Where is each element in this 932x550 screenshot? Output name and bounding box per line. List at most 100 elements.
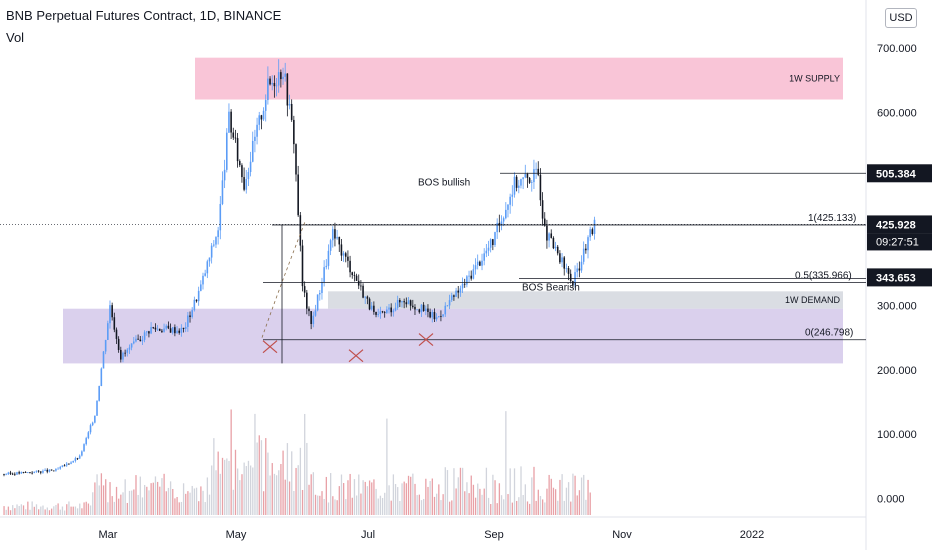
volume-bar: [330, 473, 332, 515]
volume-bar: [407, 475, 410, 515]
candle-body: [141, 339, 144, 342]
candle-body: [293, 119, 295, 145]
volume-bar: [27, 501, 29, 515]
candle-body: [318, 293, 321, 295]
candle-body: [373, 305, 375, 312]
volume-bar: [431, 478, 433, 515]
candle-body: [204, 273, 206, 276]
countdown-tag-bg: [867, 233, 932, 251]
volume-bar: [5, 509, 7, 515]
x-tick-label: 2022: [740, 529, 764, 541]
candle-body: [284, 73, 286, 77]
volume-bar: [490, 504, 492, 515]
volume-bar: [293, 490, 295, 515]
volume-bar: [163, 473, 165, 515]
candle-body: [180, 327, 183, 333]
candle-body: [236, 138, 239, 162]
candle-body: [414, 306, 416, 310]
volume-bar: [94, 482, 96, 515]
volume-bar: [472, 484, 475, 515]
volume-bar: [299, 447, 302, 515]
volume-bar: [565, 487, 568, 515]
high-break-price-tag: 505.384: [876, 168, 917, 180]
volume-bar: [509, 468, 511, 515]
volume-bar: [327, 502, 330, 515]
candle-body: [461, 283, 464, 289]
candle-body: [496, 222, 498, 233]
candle-body: [22, 472, 25, 473]
volume-bar: [414, 483, 416, 515]
candle-body: [230, 111, 232, 133]
x-mark-icon: [262, 340, 278, 354]
candle-body: [193, 299, 196, 311]
volume-bar: [526, 501, 529, 515]
candle-body: [450, 295, 453, 301]
volume-bar: [232, 489, 234, 515]
volume-bar: [429, 481, 431, 515]
candle-body: [535, 168, 537, 170]
candle-body: [87, 432, 90, 439]
candle-body: [455, 290, 457, 297]
candle-body: [5, 474, 7, 476]
volume-bar: [76, 508, 79, 515]
candle-body: [137, 338, 139, 340]
candle-body: [591, 229, 594, 234]
candle-body: [31, 472, 33, 474]
volume-bar: [388, 485, 390, 515]
volume-bar: [189, 492, 191, 515]
volume-bar: [120, 494, 122, 515]
volume-bar: [334, 499, 336, 515]
candle-body: [569, 273, 572, 282]
volume-bar: [291, 451, 293, 515]
y-tick-label: 0.000: [877, 494, 905, 506]
candle-body: [453, 295, 455, 297]
candle-body: [156, 328, 159, 330]
volume-bar: [14, 508, 16, 515]
candle-body: [440, 316, 442, 317]
candle-body: [543, 218, 546, 226]
volume-bar: [269, 475, 271, 515]
candle-body: [360, 285, 362, 287]
candle-body: [124, 352, 126, 354]
candle-body: [394, 307, 397, 311]
volume-bar: [143, 484, 146, 515]
candle-body: [167, 325, 170, 329]
volume-bar: [265, 438, 267, 515]
volume-bar: [498, 483, 501, 515]
volume-bar: [459, 467, 462, 515]
volume-bar: [271, 463, 273, 515]
candle-body: [336, 236, 338, 239]
candle-body: [120, 349, 122, 360]
candle-body: [342, 253, 345, 256]
volume-bar: [178, 502, 180, 515]
candle-body: [221, 180, 224, 204]
volume-bar: [301, 489, 304, 515]
volume-bar: [418, 494, 420, 515]
candle-body: [275, 85, 278, 87]
candle-body: [312, 315, 315, 325]
volume-bar: [44, 509, 46, 515]
candle-body: [258, 115, 261, 125]
volume-bar: [150, 483, 152, 515]
candle-body: [55, 469, 57, 471]
candle-body: [492, 239, 494, 246]
candle-body: [541, 200, 544, 219]
volume-bar: [89, 505, 92, 515]
candle-body: [11, 473, 14, 475]
volume-bar: [161, 478, 163, 515]
volume-bar: [267, 452, 269, 515]
volume-bar: [29, 509, 31, 515]
volume-bar: [405, 483, 408, 515]
volume-bar: [165, 491, 167, 515]
volume-bar: [340, 474, 343, 515]
candle-body: [48, 469, 51, 472]
candle-body: [76, 458, 79, 460]
volume-bar: [319, 495, 321, 515]
x-tick-label: Sep: [484, 529, 504, 541]
currency-button[interactable]: USD: [885, 8, 917, 28]
candle-body: [132, 341, 135, 344]
candle-body: [215, 237, 217, 245]
candle-body: [321, 282, 323, 294]
volume-bar: [208, 494, 211, 515]
candle-body: [169, 328, 172, 333]
